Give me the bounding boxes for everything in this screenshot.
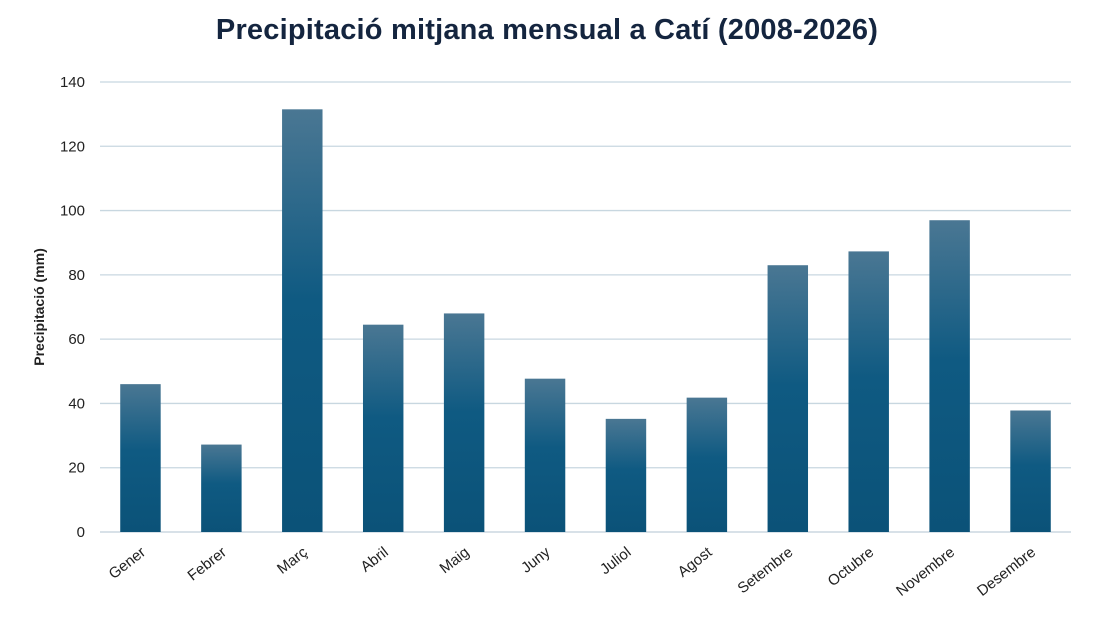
x-tick-label-maig: Maig [436, 544, 472, 577]
bar-agost [686, 397, 728, 532]
y-tick-label: 80 [68, 267, 85, 284]
x-tick-label-agost: Agost [675, 543, 716, 581]
bar-febrer [201, 444, 242, 532]
y-axis-ticks: 0 20 40 60 80 100 120 140 [60, 74, 85, 541]
bar-juliol [605, 418, 647, 532]
x-tick-label-gener: Gener [106, 544, 149, 583]
y-axis-title: Precipitació (mm) [31, 248, 47, 365]
x-tick-label-octubre: Octubre [825, 544, 878, 590]
y-tick-label: 60 [68, 331, 85, 348]
x-tick-label-juliol: Juliol [597, 544, 634, 578]
x-tick-label-febrer: Febrer [185, 544, 230, 585]
bar-octubre [848, 251, 889, 532]
bars [120, 109, 1051, 533]
bar-gener [120, 384, 161, 532]
y-tick-label: 0 [77, 524, 85, 541]
bar-juny [524, 378, 566, 532]
x-tick-label-novembre: Novembre [893, 544, 958, 600]
bar-setembre [767, 265, 809, 532]
bar-març [282, 109, 323, 533]
gridlines [100, 81, 1071, 533]
y-tick-label: 40 [68, 395, 85, 412]
x-tick-label-setembre: Setembre [735, 544, 797, 597]
chart-title: Precipitació mitjana mensual a Catí (200… [215, 14, 879, 46]
bar-abril [362, 324, 404, 532]
y-tick-label: 20 [68, 460, 85, 477]
x-tick-label-abril: Abril [358, 544, 392, 576]
bar-maig [443, 313, 485, 532]
x-axis-labels: Gener Febrer Març Abril Maig Juny Juliol Agost S… [106, 543, 1039, 600]
y-tick-label: 100 [60, 203, 85, 220]
bar-desembre [1010, 410, 1051, 532]
y-tick-label: 120 [60, 138, 85, 155]
y-tick-label: 140 [60, 74, 85, 91]
x-tick-label-març: Març [274, 543, 311, 577]
x-tick-label-desembre: Desembre [974, 544, 1039, 600]
x-tick-label-juny: Juny [518, 543, 554, 576]
bar-novembre [929, 220, 970, 532]
